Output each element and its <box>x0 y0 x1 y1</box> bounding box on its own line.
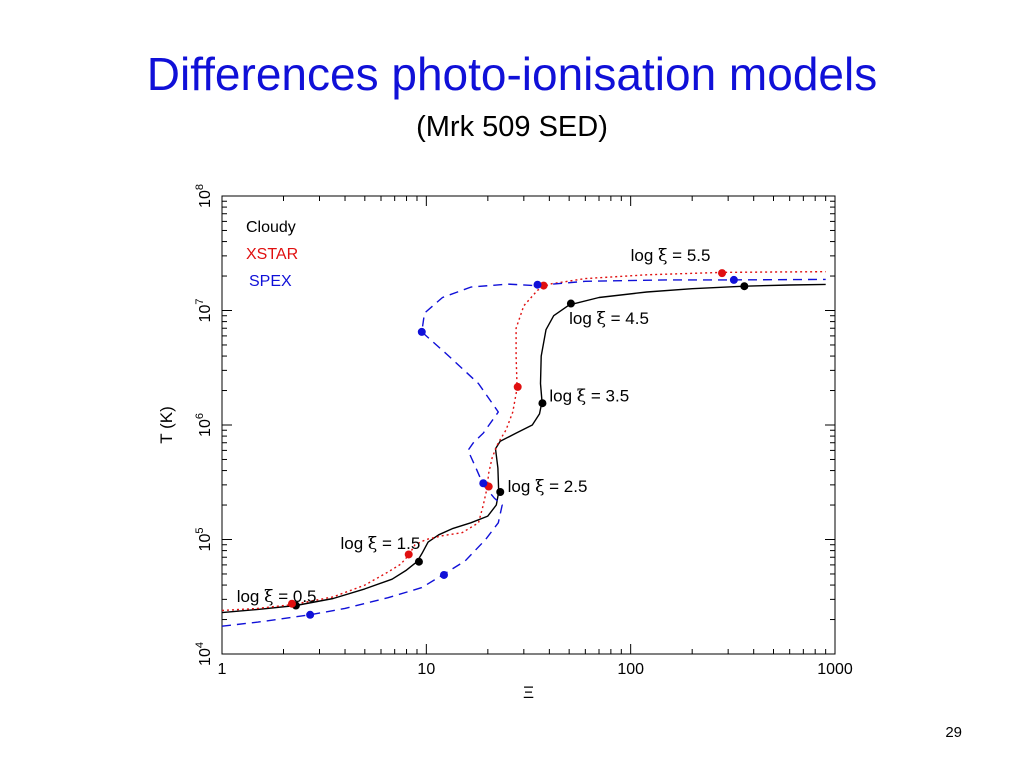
annotation-value: = 1.5 <box>377 534 420 553</box>
marker-spex <box>439 570 448 579</box>
annotation-prefix: log <box>340 534 367 553</box>
page-number: 29 <box>945 724 962 741</box>
y-tick-label: 107 <box>194 299 214 323</box>
y-tick-label: 105 <box>194 528 214 552</box>
x-tick-label: 10 <box>417 661 435 678</box>
annotation-value: = 0.5 <box>273 587 316 606</box>
y-tick-base: 10 <box>197 305 214 323</box>
series-line-spex <box>222 278 826 627</box>
annotation-prefix: log <box>508 477 535 496</box>
y-tick-base: 10 <box>197 648 214 666</box>
annotation-prefix: log <box>569 309 596 328</box>
x-axis-label: Ξ <box>523 683 534 702</box>
y-tick-label: 106 <box>194 413 214 437</box>
x-tick-label: 100 <box>617 661 644 678</box>
y-tick-exponent: 5 <box>194 528 206 534</box>
annotation-value: = 5.5 <box>667 246 710 265</box>
legend: Cloudy XSTAR SPEX <box>246 219 298 290</box>
slide-title: Differences photo-ionisation models <box>146 48 878 100</box>
annotation-symbol: ξ <box>264 587 273 607</box>
marker-xstar <box>287 599 296 608</box>
marker-cloudy <box>566 299 575 308</box>
annotation-symbol: ξ <box>577 387 586 407</box>
y-tick-base: 10 <box>197 190 214 208</box>
series-line-xstar <box>222 271 826 612</box>
annotation-prefix: log <box>631 246 658 265</box>
annotation-log-xi: log ξ = 4.5 <box>569 309 649 329</box>
legend-entry-xstar: XSTAR <box>246 246 298 263</box>
y-tick-exponent: 6 <box>194 413 206 419</box>
series-line-cloudy <box>222 283 826 614</box>
annotation-value: = 2.5 <box>544 477 587 496</box>
x-tick-label: 1 <box>218 661 227 678</box>
annotation-log-xi: log ξ = 1.5 <box>340 534 420 554</box>
annotation-prefix: log <box>549 387 576 406</box>
marker-cloudy <box>740 282 749 291</box>
y-tick-exponent: 8 <box>194 184 206 190</box>
plot-frame <box>221 195 836 655</box>
slide-subtitle: (Mrk 509 SED) <box>416 111 608 143</box>
y-tick-exponent: 7 <box>194 299 206 305</box>
marker-xstar <box>404 550 413 559</box>
annotation-log-xi: log ξ = 0.5 <box>237 587 317 607</box>
y-tick-base: 10 <box>197 419 214 437</box>
annotation-symbol: ξ <box>597 309 606 329</box>
annotation-log-xi: log ξ = 5.5 <box>631 246 711 266</box>
marker-spex <box>479 479 488 488</box>
legend-entry-spex: SPEX <box>249 273 292 290</box>
marker-cloudy <box>538 399 547 408</box>
y-tick-label: 108 <box>194 184 214 208</box>
marker-spex <box>306 610 315 619</box>
marker-spex <box>417 327 426 336</box>
annotation-symbol: ξ <box>535 477 544 497</box>
marker-cloudy <box>496 487 505 496</box>
y-tick-base: 10 <box>197 534 214 552</box>
annotation-value: = 3.5 <box>586 387 629 406</box>
annotation-symbol: ξ <box>368 534 377 554</box>
marker-xstar <box>718 269 727 278</box>
x-tick-label: 1000 <box>817 661 853 678</box>
annotation-log-xi: log ξ = 3.5 <box>549 387 629 407</box>
y-axis-label: T (K) <box>157 406 176 443</box>
annotation-symbol: ξ <box>658 246 667 266</box>
marker-spex <box>729 275 738 284</box>
marker-xstar <box>539 281 548 290</box>
y-tick-exponent: 4 <box>194 642 206 648</box>
annotation-value: = 4.5 <box>606 309 649 328</box>
marker-spex <box>533 280 542 289</box>
annotation-prefix: log <box>237 587 264 606</box>
marker-xstar <box>513 382 522 391</box>
marker-cloudy <box>414 557 423 566</box>
y-tick-label: 104 <box>194 642 214 666</box>
annotation-log-xi: log ξ = 2.5 <box>508 477 588 497</box>
legend-entry-cloudy: Cloudy <box>246 219 296 236</box>
